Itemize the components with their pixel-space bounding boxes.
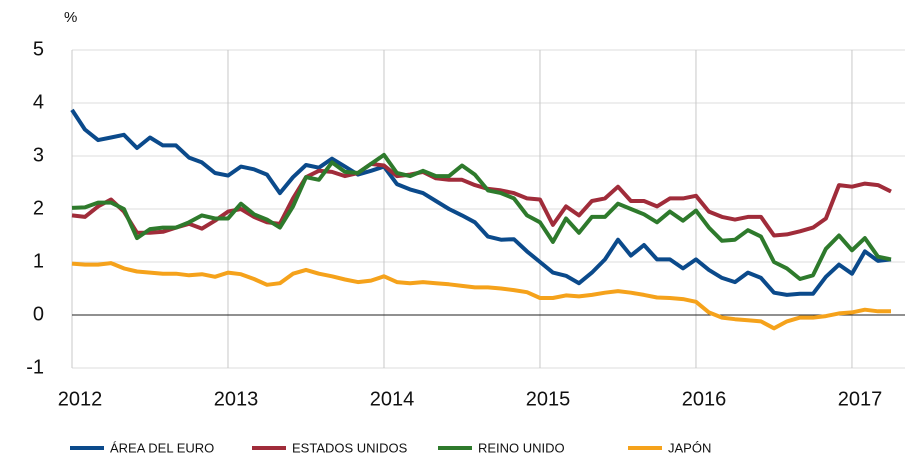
y-tick-label: 0 <box>33 303 44 325</box>
y-tick-label: 2 <box>33 197 44 219</box>
x-tick-label: 2014 <box>370 388 415 410</box>
legend-label: REINO UNIDO <box>478 440 565 455</box>
legend-label: ESTADOS UNIDOS <box>292 440 408 455</box>
y-tick-label: -1 <box>26 356 44 378</box>
x-tick-label: 2015 <box>526 388 571 410</box>
x-tick-label: 2017 <box>838 388 883 410</box>
y-tick-label: 4 <box>33 91 44 113</box>
x-tick-label: 2016 <box>682 388 727 410</box>
series-line <box>71 161 892 238</box>
series-line <box>71 152 892 281</box>
legend-label: ÁREA DEL EURO <box>110 440 214 455</box>
series-line <box>71 261 891 331</box>
y-tick-label: 1 <box>33 250 44 272</box>
x-tick-label: 2013 <box>214 388 259 410</box>
series-line <box>70 108 892 297</box>
y-tick-label: 3 <box>33 144 44 166</box>
x-tick-label: 2012 <box>58 388 103 410</box>
unit-label: % <box>64 9 77 26</box>
legend-label: JAPÓN <box>668 440 711 455</box>
y-tick-label: 5 <box>33 38 44 60</box>
